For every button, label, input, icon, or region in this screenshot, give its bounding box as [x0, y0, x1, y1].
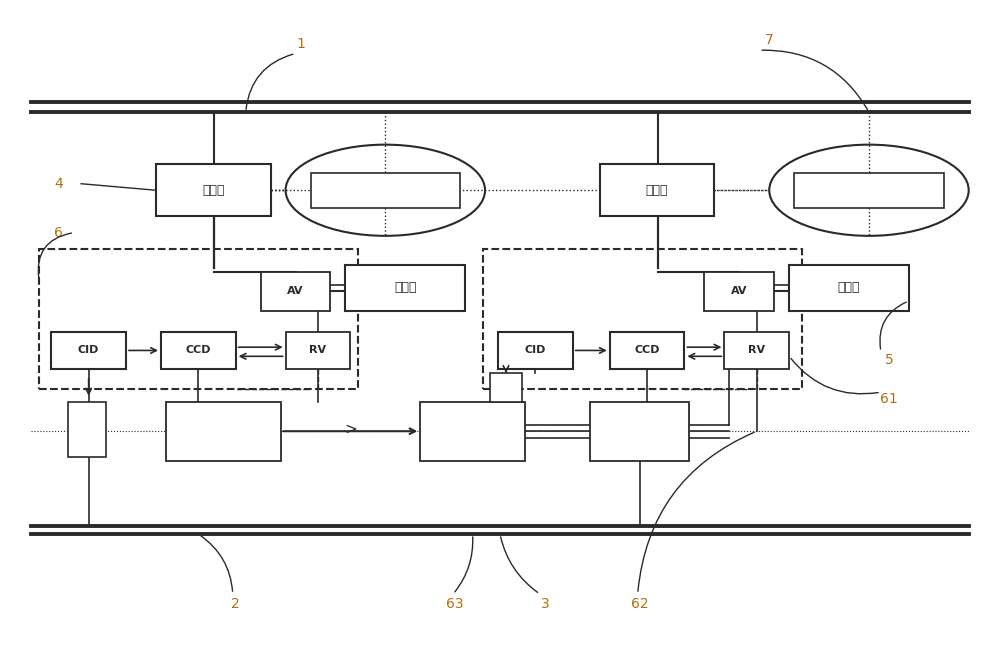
Bar: [704, 271, 774, 311]
Text: 1: 1: [296, 37, 305, 51]
Text: >: >: [344, 422, 357, 437]
Text: 63: 63: [446, 596, 464, 611]
Text: CID: CID: [78, 345, 99, 355]
Bar: [68, 402, 106, 457]
Bar: [161, 332, 236, 370]
Bar: [345, 265, 465, 311]
Bar: [51, 332, 126, 370]
Bar: [600, 164, 714, 216]
Text: CID: CID: [525, 345, 546, 355]
Bar: [261, 271, 330, 311]
Text: 2: 2: [231, 596, 240, 611]
Bar: [789, 265, 909, 311]
Bar: [610, 332, 684, 370]
Bar: [724, 332, 789, 370]
Text: 制动罐: 制动罐: [838, 281, 860, 294]
Text: AV: AV: [287, 286, 304, 296]
Text: CCD: CCD: [186, 345, 211, 355]
Bar: [166, 402, 281, 460]
Text: 6: 6: [54, 226, 63, 239]
Text: 5: 5: [885, 353, 893, 366]
Bar: [794, 173, 944, 209]
Text: 3: 3: [540, 596, 549, 611]
Bar: [498, 332, 573, 370]
Text: 61: 61: [880, 392, 898, 405]
Text: 副风罐: 副风罐: [202, 184, 225, 197]
Bar: [490, 373, 522, 402]
Text: AV: AV: [731, 286, 748, 296]
Bar: [590, 402, 689, 460]
Bar: [483, 249, 802, 389]
Bar: [156, 164, 271, 216]
Bar: [39, 249, 358, 389]
Bar: [311, 173, 460, 209]
Bar: [286, 332, 350, 370]
Text: 4: 4: [54, 177, 63, 191]
Text: 62: 62: [631, 596, 648, 611]
Text: 制动罐: 制动罐: [394, 281, 417, 294]
Bar: [420, 402, 525, 460]
Text: RV: RV: [748, 345, 765, 355]
Text: RV: RV: [309, 345, 327, 355]
Text: CCD: CCD: [634, 345, 660, 355]
Text: 副风罐: 副风罐: [646, 184, 668, 197]
Text: 7: 7: [765, 33, 774, 48]
